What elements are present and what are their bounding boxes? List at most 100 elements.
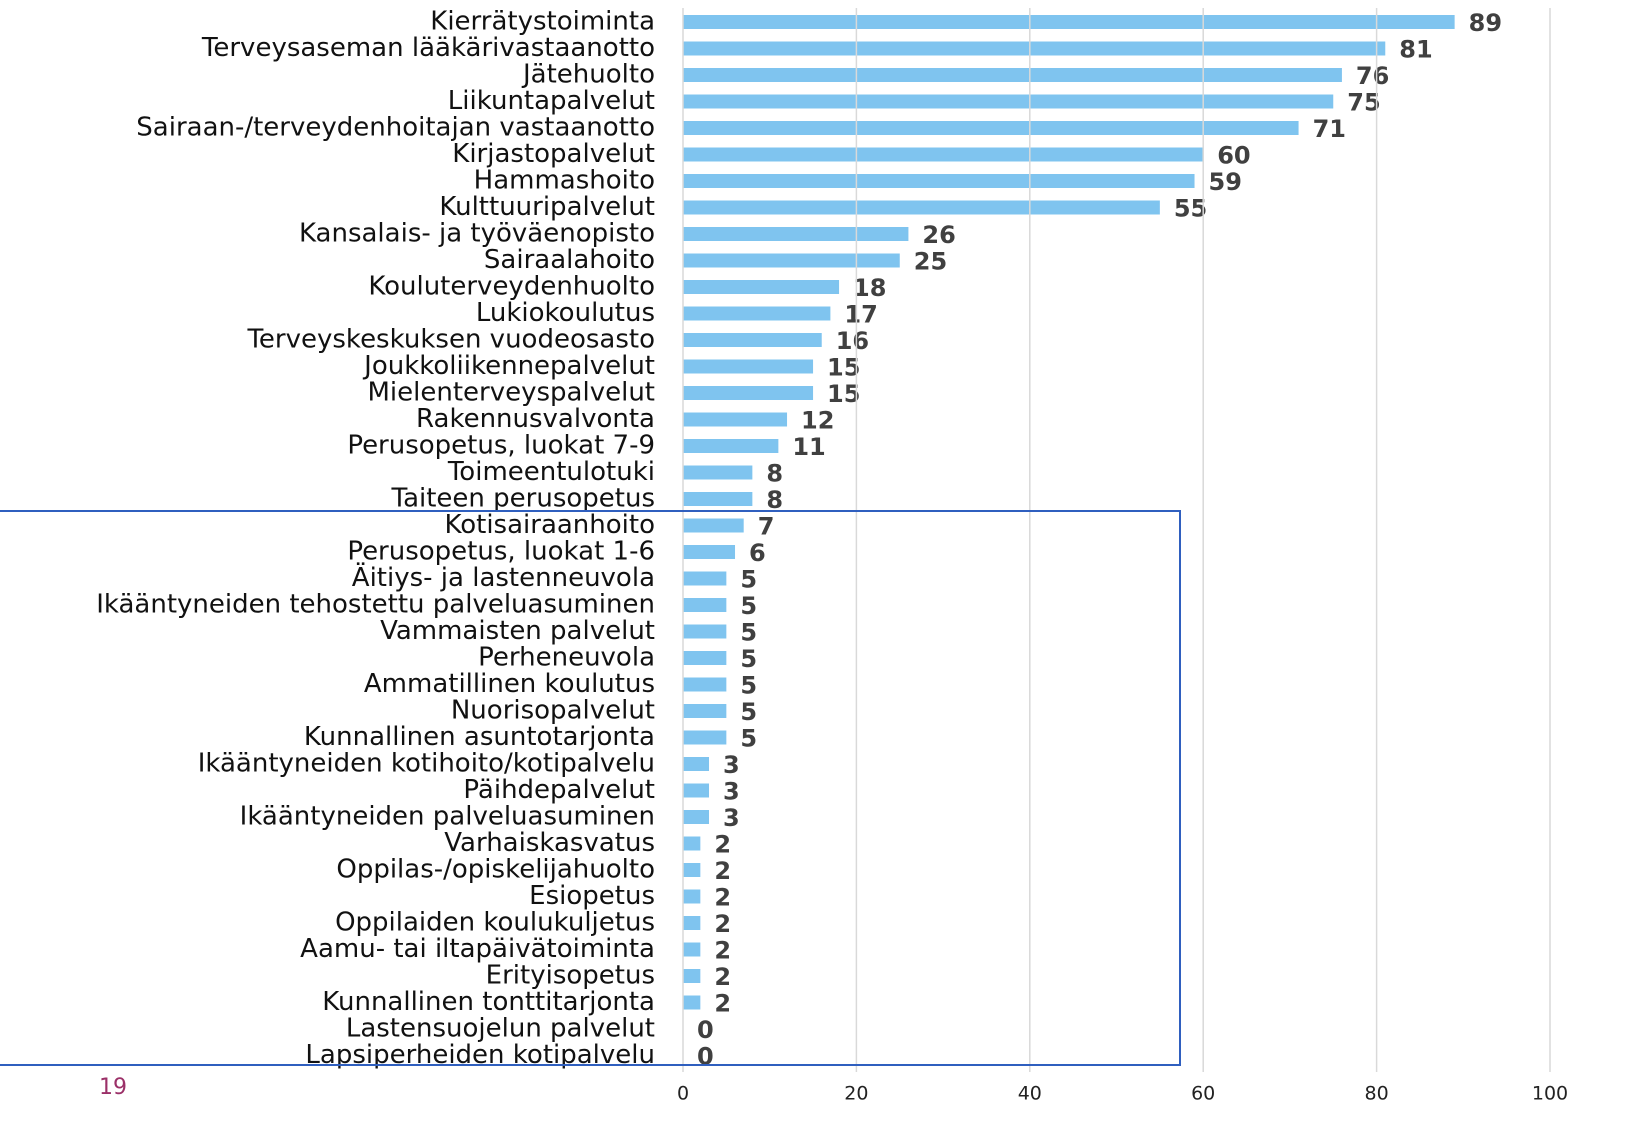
value-label: 3 [723, 751, 740, 779]
bar [683, 253, 900, 268]
value-label: 8 [766, 486, 783, 514]
bar [683, 889, 701, 904]
category-label: Liikuntapalvelut [448, 86, 655, 116]
category-label: Esiopetus [529, 881, 655, 911]
bar [683, 783, 710, 798]
category-label: Perusopetus, luokat 7-9 [347, 431, 655, 461]
category-label: Kierrätystoiminta [430, 7, 655, 37]
value-label: 2 [714, 990, 731, 1018]
page-number: 19 [99, 1075, 127, 1100]
value-label: 11 [792, 433, 825, 461]
value-label: 2 [714, 831, 731, 859]
bar [683, 810, 710, 824]
value-label: 2 [714, 857, 731, 885]
bar [683, 333, 822, 347]
bar [683, 359, 814, 374]
x-tick-label: 80 [1365, 1083, 1389, 1105]
value-label: 0 [697, 1043, 714, 1071]
value-label: 60 [1217, 142, 1250, 170]
category-label: Kotisairaanhoito [444, 510, 655, 540]
value-label: 2 [714, 910, 731, 938]
bar [683, 995, 701, 1010]
category-label: Joukkoliikennepalvelut [362, 351, 655, 381]
value-label: 26 [922, 221, 955, 249]
category-label: Erityisopetus [486, 961, 655, 991]
bar [683, 863, 701, 877]
category-label: Sairaalahoito [484, 245, 655, 275]
value-label: 55 [1174, 195, 1207, 223]
bar [683, 174, 1195, 188]
bar [683, 94, 1334, 109]
bar [683, 969, 701, 983]
bar [683, 200, 1160, 215]
bar [683, 651, 727, 665]
category-label: Rakennusvalvonta [416, 404, 655, 434]
value-label: 5 [740, 725, 757, 753]
bar [683, 280, 840, 294]
category-label: Aamu- tai iltapäivätoiminta [300, 934, 655, 964]
bar [683, 730, 727, 745]
value-label: 2 [714, 937, 731, 965]
category-label: Kulttuuripalvelut [439, 192, 655, 222]
value-label: 3 [723, 778, 740, 806]
bar [683, 677, 727, 692]
category-label: Mielenterveyspalvelut [368, 378, 656, 408]
value-label: 5 [740, 698, 757, 726]
category-label: Terveyskeskuksen vuodeosasto [246, 325, 655, 355]
value-label: 7 [758, 513, 775, 541]
bar [683, 439, 779, 453]
highlight-box [0, 510, 1181, 1066]
category-label: Kunnallinen tonttitarjonta [322, 987, 655, 1017]
bar [683, 492, 753, 506]
value-label: 8 [766, 460, 783, 488]
bar [683, 916, 701, 930]
category-label: Jätehuolto [521, 60, 655, 90]
value-label: 75 [1347, 89, 1380, 117]
bar [683, 68, 1342, 82]
bar [683, 598, 727, 612]
x-tick-label: 0 [677, 1083, 689, 1105]
bar [683, 704, 727, 718]
bar [683, 227, 909, 241]
category-label: Taiteen perusopetus [390, 484, 655, 514]
category-label: Vammaisten palvelut [380, 616, 655, 646]
category-label: Lastensuojelun palvelut [346, 1014, 655, 1044]
bar [683, 121, 1299, 135]
bar [683, 624, 727, 639]
category-label: Ikääntyneiden kotihoito/kotipalvelu [198, 749, 655, 779]
category-label: Perusopetus, luokat 1-6 [347, 537, 655, 567]
category-label: Ikääntyneiden palveluasuminen [240, 802, 655, 832]
category-label: Sairaan-/terveydenhoitajan vastaanotto [136, 113, 655, 143]
value-label: 81 [1399, 36, 1432, 64]
value-label: 5 [740, 672, 757, 700]
bar [683, 306, 831, 321]
bar [683, 386, 814, 400]
value-label: 2 [714, 963, 731, 991]
value-label: 16 [836, 327, 869, 355]
value-label: 3 [723, 804, 740, 832]
bar [683, 942, 701, 957]
value-label: 71 [1313, 115, 1346, 143]
bar [683, 412, 788, 427]
value-label: 59 [1209, 168, 1242, 196]
value-label: 76 [1356, 62, 1389, 90]
x-tick-label: 40 [1018, 1083, 1042, 1105]
category-label: Toimeentulotuki [447, 457, 655, 487]
value-label: 2 [714, 884, 731, 912]
x-tick-label: 20 [844, 1083, 868, 1105]
bar [683, 757, 710, 771]
bar [683, 41, 1386, 56]
value-label: 5 [740, 619, 757, 647]
value-label: 89 [1469, 9, 1502, 37]
value-label: 15 [827, 354, 860, 382]
bar [683, 571, 727, 586]
value-label: 5 [740, 645, 757, 673]
category-label: Oppilas-/opiskelijahuolto [336, 855, 655, 885]
category-label: Nuorisopalvelut [451, 696, 655, 726]
category-label: Lukiokoulutus [476, 298, 655, 328]
bar [683, 15, 1455, 29]
x-tick-label: 60 [1191, 1083, 1215, 1105]
value-label: 5 [740, 566, 757, 594]
category-label: Kirjastopalvelut [452, 139, 655, 169]
